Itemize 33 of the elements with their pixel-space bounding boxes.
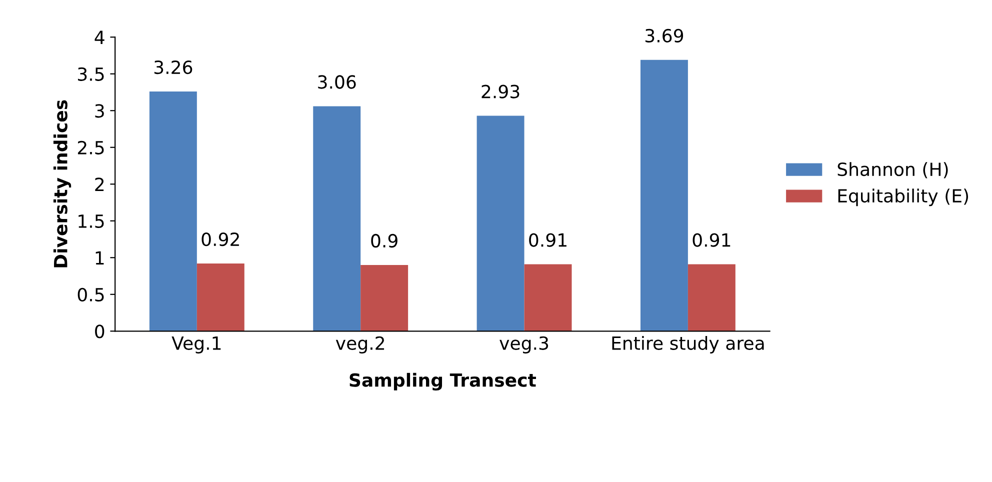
y-tick-label: 4 <box>94 30 104 44</box>
bar <box>476 116 524 332</box>
data-label: 3.26 <box>154 60 192 74</box>
bar <box>524 264 572 332</box>
y-tick-label: 1.5 <box>78 214 104 228</box>
x-axis-title: Sampling Transect <box>350 372 536 391</box>
data-label: 0.91 <box>529 233 566 247</box>
bar <box>640 60 688 332</box>
y-tick-label: 2.5 <box>78 140 104 154</box>
legend-label: Equitability (E) <box>838 188 968 206</box>
y-tick-label: 1 <box>96 251 104 264</box>
y-axis-title: Diversity indices <box>53 100 72 268</box>
y-tick-label: 3 <box>95 104 104 118</box>
bar <box>360 264 408 332</box>
x-tick-label: veg.2 <box>336 336 384 354</box>
x-tick-label: veg.3 <box>500 336 548 354</box>
x-tick-label: Veg.1 <box>172 336 221 354</box>
data-label: 0.91 <box>692 233 730 247</box>
bar <box>196 264 244 332</box>
y-tick-label: 3.5 <box>78 67 104 81</box>
data-label: 3.06 <box>318 75 356 89</box>
data-label: 3.69 <box>645 28 684 43</box>
legend-label: Shannon (H) <box>838 162 948 178</box>
bar <box>688 264 736 332</box>
y-tick-label: 0.5 <box>78 288 104 302</box>
bar <box>313 106 361 332</box>
y-tick-label: 2 <box>95 178 104 191</box>
data-label: 0.9 <box>371 234 398 248</box>
x-tick-label: Entire study area <box>612 336 764 354</box>
data-label: 2.93 <box>482 84 520 98</box>
y-tick-label: 0 <box>95 324 104 338</box>
data-label: 0.92 <box>202 232 239 246</box>
bar <box>149 92 197 332</box>
